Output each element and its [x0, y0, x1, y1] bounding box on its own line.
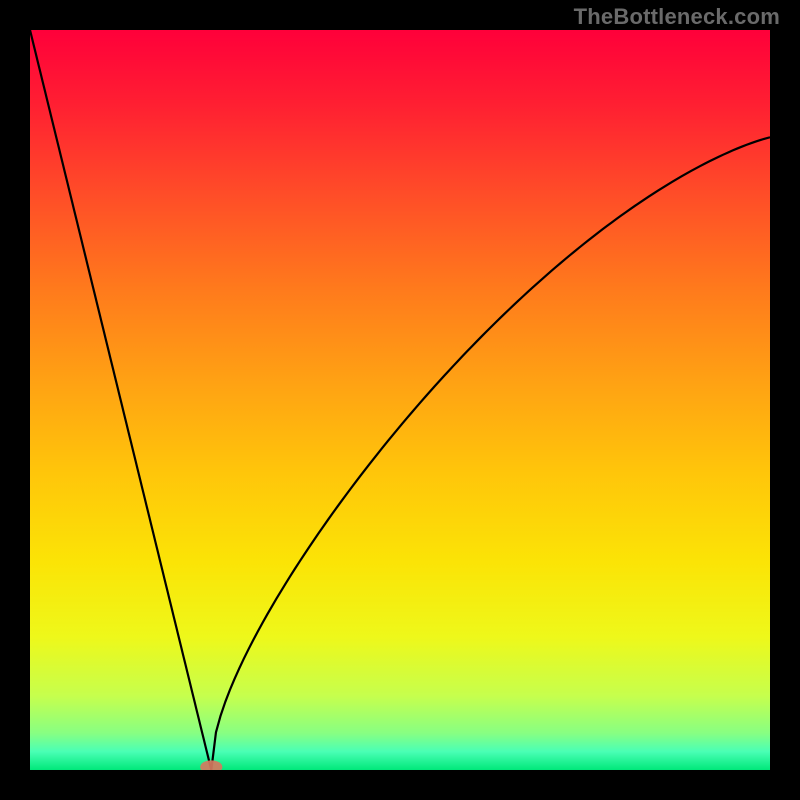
watermark-text: TheBottleneck.com [574, 4, 780, 30]
plot-area [30, 30, 770, 770]
bottleneck-chart [30, 30, 770, 770]
gradient-background [30, 30, 770, 770]
